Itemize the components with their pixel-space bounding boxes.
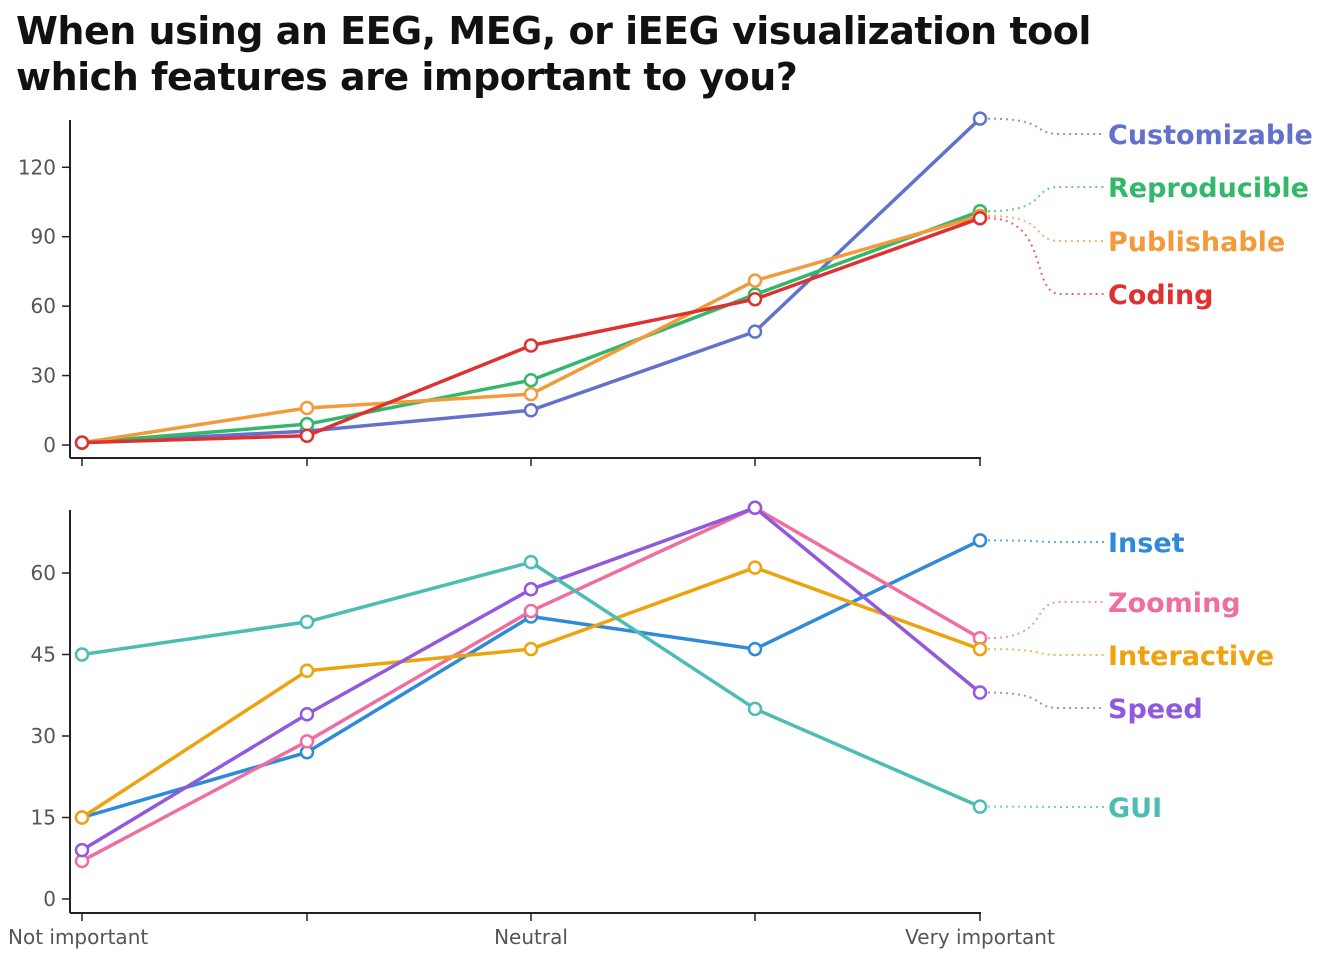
data-point-interactive xyxy=(523,641,539,657)
chart-panel-bottom: Not important Neutral Very important 0 15 30 4… xyxy=(8,500,1274,949)
data-point-zooming xyxy=(523,603,539,619)
data-point-speed xyxy=(972,685,988,700)
data-point-interactive xyxy=(747,560,763,575)
label-connector-publishable xyxy=(987,214,1104,242)
series-label-inset: Inset xyxy=(1108,528,1185,559)
label-connector-customizable xyxy=(987,117,1104,135)
data-point-inset xyxy=(972,533,988,548)
series-coding: Coding xyxy=(74,210,1214,450)
data-point-customizable xyxy=(972,111,988,126)
x-tick-label: Very important xyxy=(905,925,1055,949)
label-connector-interactive xyxy=(987,648,1104,656)
data-point-interactive xyxy=(299,663,315,679)
y-tick-label: 60 xyxy=(31,561,56,585)
data-point-gui xyxy=(299,614,315,630)
chart-title-line-1: When using an EEG, MEG, or iEEG visualiz… xyxy=(16,9,1091,53)
data-point-customizable xyxy=(523,403,539,418)
series-label-reproducible: Reproducible xyxy=(1108,173,1309,204)
y-tick-label: 90 xyxy=(31,225,56,249)
chart-panel-top: 0 30 60 90 120 Customizable Reproducible Publis… xyxy=(18,111,1313,466)
data-point-publishable xyxy=(299,400,315,416)
y-tick-label: 0 xyxy=(43,887,56,911)
data-point-speed xyxy=(747,500,763,516)
series-publishable: Publishable xyxy=(74,208,1285,450)
series-label-coding: Coding xyxy=(1108,280,1214,311)
series-zooming: Zooming xyxy=(74,500,1241,869)
data-point-publishable xyxy=(523,386,539,402)
chart-title-line-2: which features are important to you? xyxy=(16,55,798,99)
data-point-speed xyxy=(299,707,315,722)
data-point-reproducible xyxy=(299,416,315,432)
data-point-gui xyxy=(747,701,763,717)
y-tick-label: 60 xyxy=(31,294,56,318)
data-point-interactive xyxy=(972,641,988,657)
x-tick-label: Not important xyxy=(8,925,148,949)
y-tick-label: 30 xyxy=(31,364,56,388)
x-tick-label: Neutral xyxy=(494,925,568,949)
y-tick-label: 15 xyxy=(31,806,56,830)
series-gui: GUI xyxy=(74,554,1162,824)
series-speed: Speed xyxy=(74,500,1203,858)
data-point-coding xyxy=(523,338,539,353)
data-point-coding xyxy=(747,291,763,307)
label-connector-speed xyxy=(987,691,1104,709)
chart-title: When using an EEG, MEG, or iEEG visualiz… xyxy=(16,8,1116,100)
label-connector-inset xyxy=(987,539,1104,543)
label-connector-zooming xyxy=(987,601,1104,640)
series-label-interactive: Interactive xyxy=(1108,641,1274,672)
y-tick-label: 120 xyxy=(18,155,56,179)
data-point-publishable xyxy=(747,273,763,288)
data-point-inset xyxy=(747,641,763,657)
data-point-coding xyxy=(74,435,90,450)
y-tick-label: 0 xyxy=(43,433,56,457)
series-label-gui: GUI xyxy=(1108,793,1162,824)
data-point-customizable xyxy=(747,324,763,339)
data-point-speed xyxy=(523,582,539,597)
series-label-zooming: Zooming xyxy=(1108,588,1241,619)
data-point-coding xyxy=(299,428,315,443)
data-point-reproducible xyxy=(523,372,539,388)
data-point-gui xyxy=(972,799,988,814)
data-point-speed xyxy=(74,842,90,858)
series-label-publishable: Publishable xyxy=(1108,227,1285,258)
data-point-interactive xyxy=(74,810,90,825)
series-label-customizable: Customizable xyxy=(1108,120,1313,151)
data-point-gui xyxy=(74,647,90,662)
series-inset: Inset xyxy=(74,528,1185,825)
y-tick-label: 45 xyxy=(31,643,56,667)
label-connector-coding xyxy=(987,217,1104,295)
series-interactive: Interactive xyxy=(74,560,1274,825)
y-tick-label: 30 xyxy=(31,724,56,748)
data-point-zooming xyxy=(299,734,315,749)
label-connector-reproducible xyxy=(987,186,1104,213)
data-point-coding xyxy=(972,210,988,226)
series-label-speed: Speed xyxy=(1108,694,1203,725)
data-point-gui xyxy=(523,554,539,570)
